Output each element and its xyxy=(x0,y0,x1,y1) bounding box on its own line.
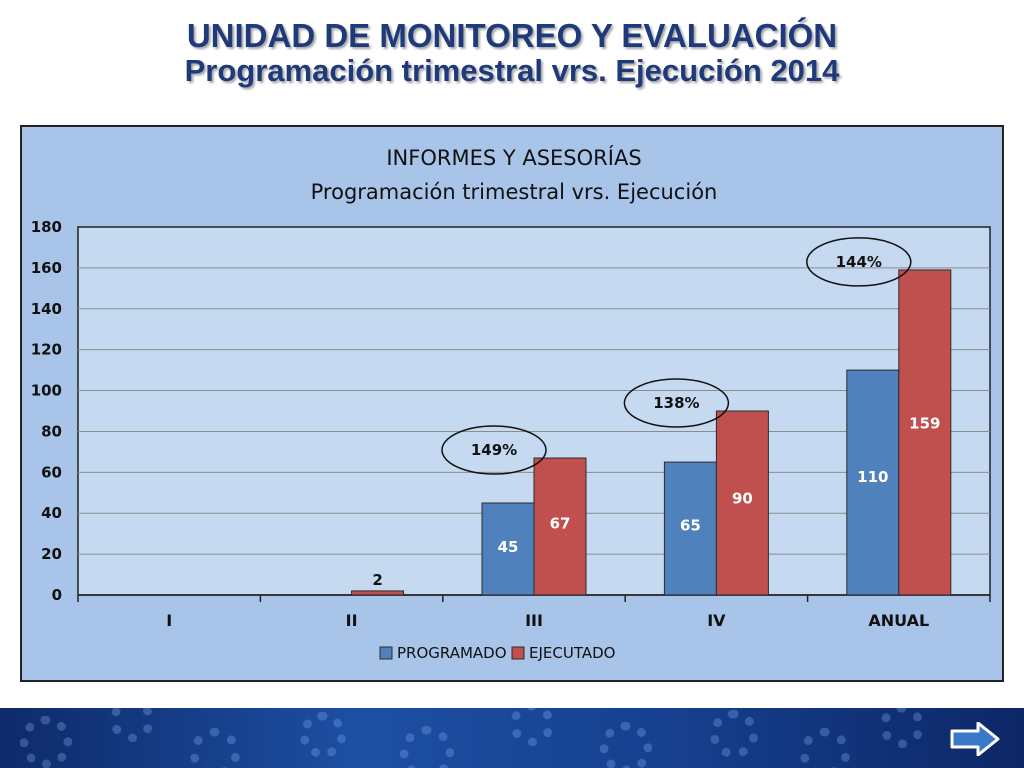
bar-ejecutado-iv xyxy=(715,410,769,596)
data-label: 65 xyxy=(680,517,701,535)
y-tick-label: 160 xyxy=(31,259,62,277)
y-tick-label: 180 xyxy=(31,218,62,236)
slide-title-line2: Programación trimestral vrs. Ejecución 2… xyxy=(184,53,840,88)
annotation-layer: 149% 138% 144% xyxy=(441,237,912,475)
slide-title: UNIDAD DE MONITOREO Y EVALUACIÓN Program… xyxy=(0,18,1024,88)
x-tick-label: ANUAL xyxy=(868,611,929,630)
data-label: 2 xyxy=(372,571,382,589)
gear-decoration xyxy=(190,728,240,768)
y-tick-label: 60 xyxy=(41,463,62,481)
legend-label: EJECUTADO xyxy=(529,644,615,662)
bar-ejecutado-anual xyxy=(898,269,952,596)
chart-frame: INFORMES Y ASESORÍAS Programación trimes… xyxy=(20,125,1004,682)
y-tick-label: 20 xyxy=(41,545,62,563)
x-tick-label: II xyxy=(346,611,358,630)
gear-decoration xyxy=(710,710,758,758)
slide-title-line1: UNIDAD DE MONITOREO Y EVALUACIÓN xyxy=(186,17,838,54)
y-tick-label: 0 xyxy=(52,586,62,604)
percentage-ellipse xyxy=(806,237,912,287)
gear-decoration xyxy=(510,708,554,746)
legend-swatch xyxy=(379,646,393,660)
gear-decoration xyxy=(110,708,154,742)
data-label: 110 xyxy=(857,468,888,486)
x-tick-label: IV xyxy=(707,611,726,630)
gear-decoration xyxy=(600,722,652,768)
chart-subtitle: Programación trimestral vrs. Ejecución xyxy=(311,180,718,204)
y-tick-label: 100 xyxy=(31,382,62,400)
x-tick-label: III xyxy=(525,611,543,630)
bars-layer xyxy=(351,269,952,596)
x-tick-label: I xyxy=(166,611,172,630)
percentage-label: 149% xyxy=(471,441,517,459)
labels-layer: 45 65 110 2 67 90 159 xyxy=(372,415,940,589)
grid-layer xyxy=(78,267,990,555)
percentage-label: 144% xyxy=(836,253,882,271)
percentage-ellipse xyxy=(441,425,547,475)
legend-swatch xyxy=(511,646,525,660)
data-label: 159 xyxy=(909,415,940,433)
y-tick-label: 140 xyxy=(31,300,62,318)
bar-programado-iii xyxy=(481,502,535,596)
y-tick-label: 40 xyxy=(41,504,62,522)
data-label: 45 xyxy=(498,538,519,556)
y-tick-label: 120 xyxy=(31,341,62,359)
gear-decoration xyxy=(300,712,346,758)
gear-decoration xyxy=(400,726,454,768)
gear-decoration xyxy=(20,716,72,768)
chart-title: INFORMES Y ASESORÍAS xyxy=(386,145,641,170)
percentage-label: 138% xyxy=(653,394,699,412)
data-label: 90 xyxy=(732,489,753,507)
bar-chart: INFORMES Y ASESORÍAS Programación trimes… xyxy=(31,145,991,662)
bar-programado-anual xyxy=(846,369,900,596)
percentage-ellipse xyxy=(623,378,730,428)
gear-decoration xyxy=(880,708,924,748)
bar-ejecutado-iii xyxy=(533,457,587,596)
data-label: 67 xyxy=(550,514,571,532)
legend-label: PROGRAMADO xyxy=(397,644,507,662)
legend: PROGRAMADO EJECUTADO xyxy=(379,644,615,662)
footer-band xyxy=(0,708,1024,768)
gear-decoration xyxy=(800,728,850,768)
y-tick-label: 80 xyxy=(41,422,62,440)
right-arrow-icon[interactable] xyxy=(950,722,1000,756)
bar-programado-iv xyxy=(663,461,717,596)
bar-ejecutado-ii xyxy=(351,590,405,596)
